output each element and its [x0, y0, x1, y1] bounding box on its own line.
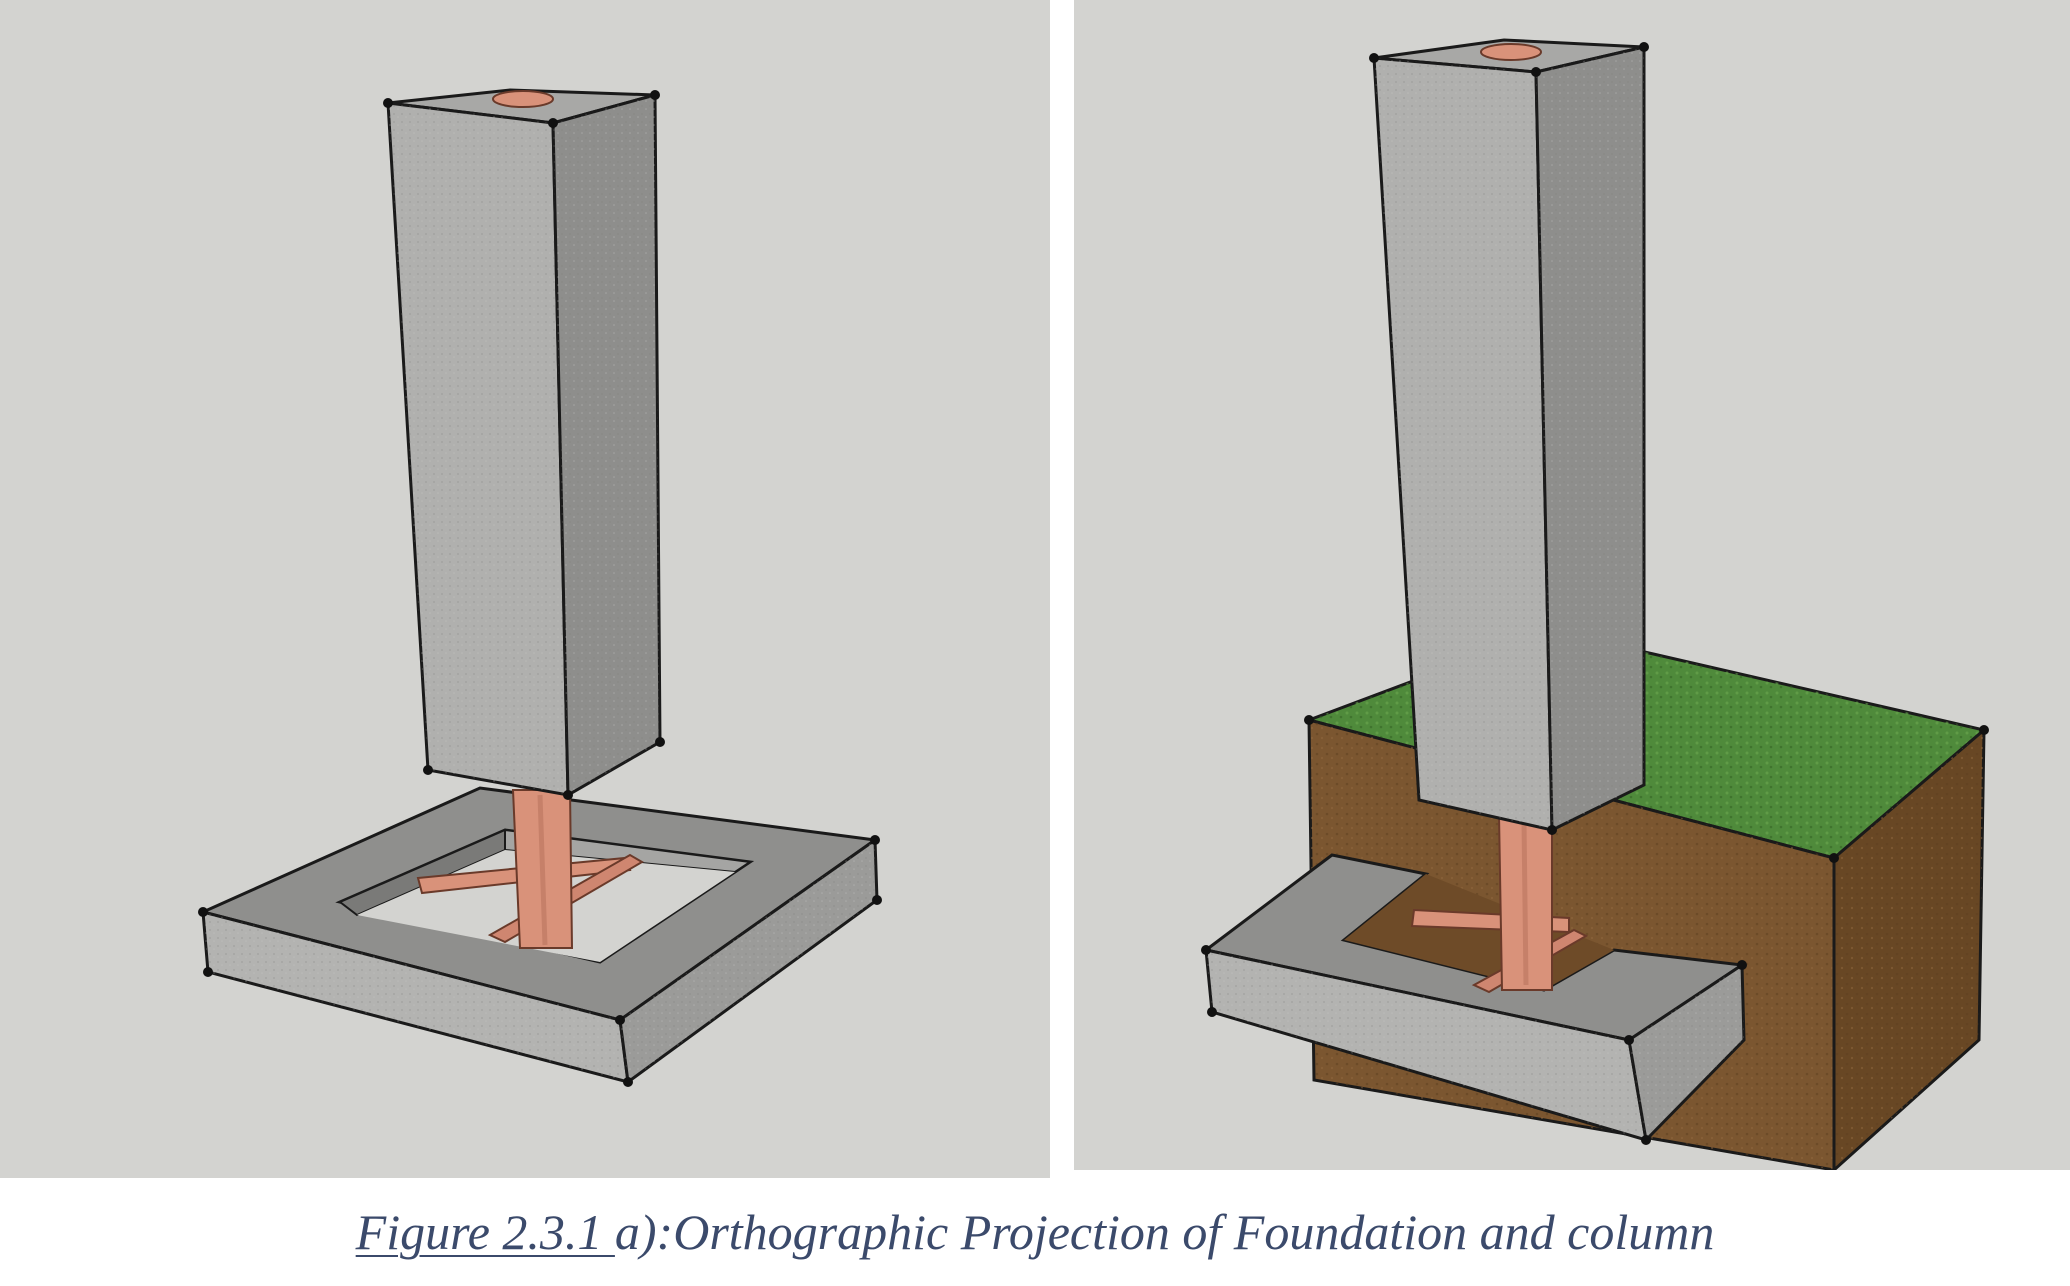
foundation-column-soil-drawing: [1201, 38, 1989, 1170]
figure-title: a):Orthographic Projection of Foundation…: [614, 1204, 1715, 1260]
column-top-rebar: [492, 90, 554, 108]
right-diagram-panel: [1074, 0, 2070, 1170]
figure-caption: Figure 2.3.1 a):Orthographic Projection …: [0, 1178, 2070, 1286]
column-top-rebar: [1480, 43, 1542, 61]
figure-label: Figure 2.3.1: [355, 1204, 615, 1260]
left-diagram-panel: [0, 0, 1050, 1178]
foundation-column-drawing: [198, 88, 882, 1087]
